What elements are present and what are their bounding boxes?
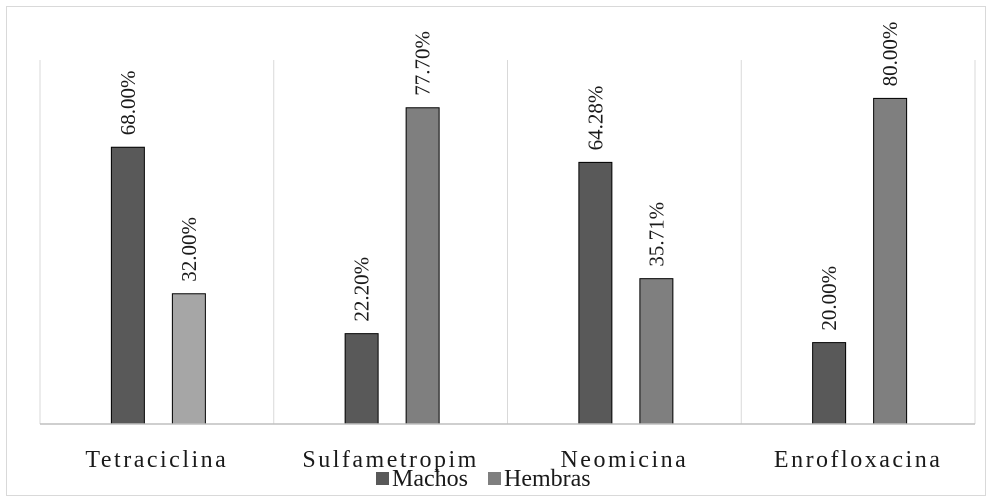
bar-machos-sulfametropim	[344, 333, 379, 425]
data-label-hembras-enrofloxacina: 80.00%	[878, 22, 902, 87]
data-label-hembras-tetraciclina: 32.00%	[177, 217, 201, 282]
bar-hembras-tetraciclina	[171, 293, 206, 425]
data-label-hembras-neomicina: 35.71%	[644, 202, 668, 267]
category-separators	[39, 60, 976, 424]
bar-machos-tetraciclina	[110, 146, 145, 425]
bar-hembras-sulfametropim	[405, 107, 440, 425]
legend-label-machos: Machos	[392, 466, 468, 492]
bar-machos-neomicina	[578, 161, 613, 425]
data-labels: 68.00% 32.00% 22.20% 77.70% 64.28% 35.71% 20.0…	[116, 22, 902, 331]
bar-hembras-enrofloxacina	[873, 97, 908, 425]
category-label-enrofloxacina: Enrofloxacina	[774, 447, 942, 473]
category-labels: Tetraciclina Sulfametropim Neomicina Enrofl…	[85, 447, 942, 473]
legend-label-hembras: Hembras	[504, 466, 591, 492]
category-label-neomicina: Neomicina	[560, 447, 688, 473]
legend-swatch-hembras	[488, 472, 501, 485]
legend-swatch-machos	[376, 472, 389, 485]
bar-hembras-neomicina	[639, 278, 674, 425]
data-label-machos-sulfametropim: 22.20%	[350, 257, 374, 322]
bar-machos-enrofloxacina	[812, 342, 847, 425]
bars	[110, 97, 908, 425]
category-label-tetraciclina: Tetraciclina	[85, 447, 228, 473]
data-label-machos-enrofloxacina: 20.00%	[817, 266, 841, 331]
data-label-machos-neomicina: 64.28%	[583, 86, 607, 151]
category-label-sulfametropim: Sulfametropim	[302, 447, 478, 473]
data-label-hembras-sulfametropim: 77.70%	[411, 31, 435, 96]
legend: Machos Hembras	[376, 466, 591, 492]
data-label-machos-tetraciclina: 68.00%	[116, 70, 140, 135]
